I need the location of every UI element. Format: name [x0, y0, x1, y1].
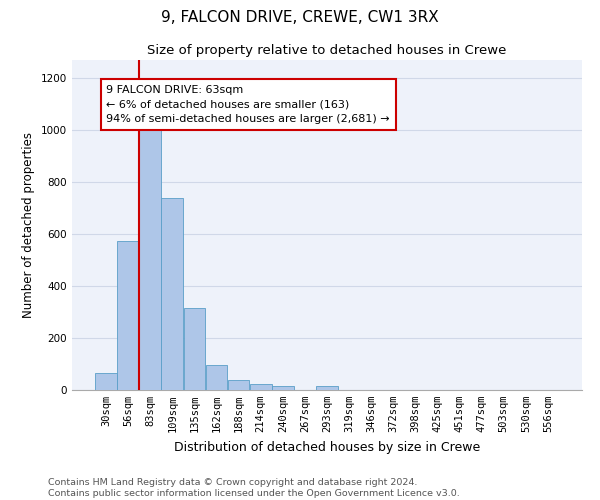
Bar — [206, 366, 227, 390]
Bar — [139, 130, 161, 390]
Title: Size of property relative to detached houses in Crewe: Size of property relative to detached ho… — [148, 44, 506, 58]
X-axis label: Distribution of detached houses by size in Crewe: Distribution of detached houses by size … — [174, 440, 480, 454]
Bar — [184, 308, 205, 390]
Y-axis label: Number of detached properties: Number of detached properties — [22, 132, 35, 318]
Bar — [316, 386, 338, 390]
Bar — [117, 240, 139, 390]
Text: 9, FALCON DRIVE, CREWE, CW1 3RX: 9, FALCON DRIVE, CREWE, CW1 3RX — [161, 10, 439, 25]
Bar — [161, 198, 183, 390]
Bar — [250, 384, 272, 390]
Text: Contains HM Land Registry data © Crown copyright and database right 2024.
Contai: Contains HM Land Registry data © Crown c… — [48, 478, 460, 498]
Text: 9 FALCON DRIVE: 63sqm
← 6% of detached houses are smaller (163)
94% of semi-deta: 9 FALCON DRIVE: 63sqm ← 6% of detached h… — [106, 84, 390, 124]
Bar — [228, 380, 250, 390]
Bar — [95, 373, 117, 390]
Bar — [272, 386, 293, 390]
